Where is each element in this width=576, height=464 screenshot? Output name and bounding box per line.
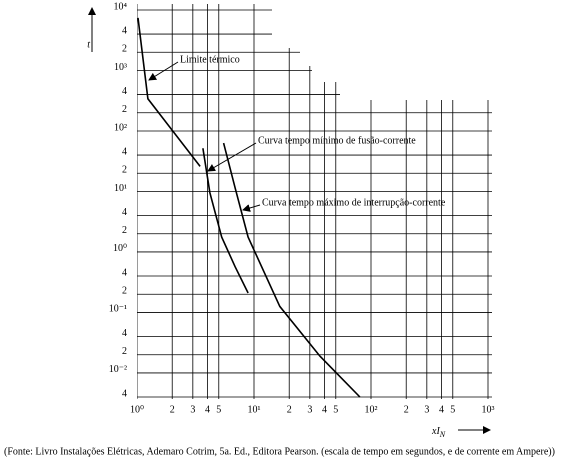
x-tick-label: 2 bbox=[404, 404, 409, 415]
annotation: Curva tempo mínimo de fusão-corrente bbox=[258, 135, 416, 146]
curve bbox=[222, 142, 361, 398]
y-tick-label: 2 bbox=[122, 44, 127, 55]
x-axis-label-sub: N bbox=[439, 430, 446, 439]
x-tick-label: 4 bbox=[205, 404, 210, 415]
y-tick-label: 10⁰ bbox=[113, 243, 127, 254]
x-tick-label: 3 bbox=[424, 404, 429, 415]
x-tick-label: 5 bbox=[450, 404, 455, 415]
x-axis-label: xIN bbox=[431, 426, 446, 439]
y-tick-label: 2 bbox=[122, 346, 127, 357]
x-tick-label: 4 bbox=[322, 404, 327, 415]
y-tick-label: 4 bbox=[122, 86, 127, 97]
y-tick-label: 4 bbox=[122, 207, 127, 218]
y-tick-label: 4 bbox=[122, 328, 127, 339]
y-tick-label: 2 bbox=[122, 165, 127, 176]
y-tick-label: 10³ bbox=[114, 62, 127, 73]
caption: (Fonte: Livro Instalações Elétricas, Ade… bbox=[4, 446, 555, 457]
x-tick-label: 10¹ bbox=[248, 404, 261, 415]
x-tick-label: 3 bbox=[307, 404, 312, 415]
y-tick-label: 2 bbox=[122, 225, 127, 236]
y-tick-label: 10¹ bbox=[114, 183, 127, 194]
x-tick-label: 10³ bbox=[482, 404, 495, 415]
grid bbox=[137, 4, 492, 399]
y-axis-label: t bbox=[87, 39, 90, 50]
y-tick-label: 4 bbox=[122, 146, 127, 157]
annotation-arrow bbox=[207, 142, 257, 172]
x-axis-label-main: xI bbox=[431, 426, 440, 437]
x-tick-label: 4 bbox=[439, 404, 444, 415]
y-tick-label: 2 bbox=[122, 104, 127, 115]
curve bbox=[137, 17, 201, 167]
annotation-arrow bbox=[148, 61, 179, 81]
x-tick-label: 5 bbox=[333, 404, 338, 415]
y-tick-label: 10² bbox=[114, 122, 127, 133]
x-tick-label: 10⁰ bbox=[130, 404, 144, 415]
annotation: Curva tempo máximo de interrupção-corren… bbox=[262, 197, 446, 208]
y-tick-label: 2 bbox=[122, 286, 127, 297]
y-tick-label: 4 bbox=[122, 388, 127, 399]
x-tick-label: 2 bbox=[287, 404, 292, 415]
annotation-arrow bbox=[242, 204, 261, 212]
y-tick-label: 10⁻¹ bbox=[109, 304, 127, 315]
x-tick-label: 2 bbox=[170, 404, 175, 415]
y-tick-label: 10⁴ bbox=[114, 1, 128, 12]
annotation: Limite térmico bbox=[180, 54, 240, 65]
y-tick-label: 10⁻² bbox=[109, 364, 127, 375]
x-tick-label: 10² bbox=[365, 404, 378, 415]
x-tick-label: 5 bbox=[216, 404, 221, 415]
y-tick-label: 4 bbox=[122, 267, 127, 278]
curve bbox=[202, 148, 249, 294]
x-tick-label: 3 bbox=[190, 404, 195, 415]
y-tick-label: 4 bbox=[122, 25, 127, 36]
